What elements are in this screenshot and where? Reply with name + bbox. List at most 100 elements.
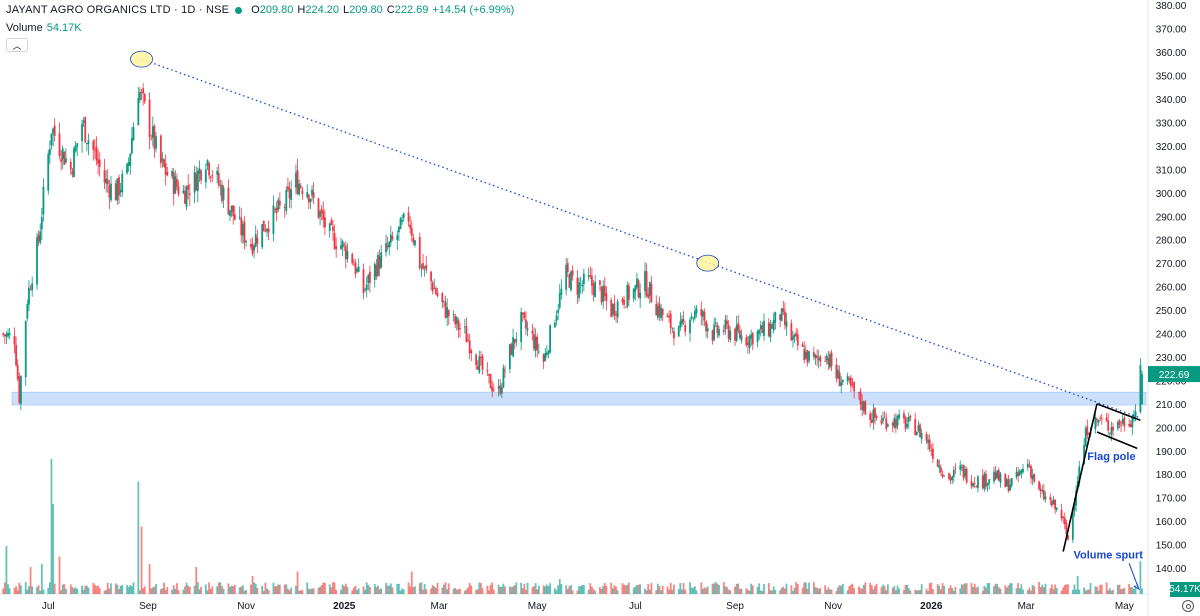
gear-icon[interactable] xyxy=(1182,600,1194,612)
volume-bar xyxy=(513,585,516,594)
volume-bar xyxy=(344,583,347,594)
symbol-title[interactable]: JAYANT AGRO ORGANICS LTD · 1D · NSE xyxy=(6,4,230,16)
candle-body xyxy=(763,320,765,336)
volume-bar xyxy=(3,582,6,594)
candle-body xyxy=(869,413,872,421)
candle-body xyxy=(713,324,716,340)
volume-bar xyxy=(568,586,571,594)
volume-bar xyxy=(829,589,831,594)
candle-body xyxy=(299,185,302,188)
candle-body xyxy=(999,473,1002,483)
volume-bar xyxy=(362,586,365,594)
candle-body xyxy=(253,245,256,251)
candle-body xyxy=(1118,420,1121,425)
volume-bar xyxy=(324,583,326,594)
candle-body xyxy=(1116,422,1119,429)
candle-body xyxy=(74,145,77,152)
volume-bar xyxy=(613,585,616,594)
volume-bar xyxy=(420,582,423,594)
candle-body xyxy=(26,303,29,319)
candle-body xyxy=(1018,470,1021,475)
candle-body xyxy=(817,358,820,361)
candle-body xyxy=(50,133,53,146)
volume-bar xyxy=(1134,585,1137,594)
volume-bar xyxy=(182,589,185,594)
candle-body xyxy=(340,245,342,250)
volume-bar xyxy=(277,584,280,594)
volume-bar xyxy=(1105,582,1108,594)
candle-body xyxy=(714,322,717,324)
volume-bar xyxy=(52,504,54,594)
candle-body xyxy=(380,252,383,268)
volume-bar xyxy=(1129,587,1132,594)
volume-bar xyxy=(61,584,64,594)
x-tick-label: Sep xyxy=(726,601,744,612)
volume-legend[interactable]: Volume 54.17K xyxy=(6,22,82,34)
candle-body xyxy=(988,479,991,484)
candle-body xyxy=(1128,424,1131,427)
volume-bar xyxy=(816,587,818,594)
volume-bar xyxy=(602,585,605,594)
volume-bar xyxy=(1100,584,1103,594)
volume-bar xyxy=(298,590,301,594)
volume-bar xyxy=(895,590,897,594)
candle-body xyxy=(952,470,955,477)
volume-bar xyxy=(1084,590,1087,594)
volume-bar xyxy=(994,583,997,594)
candle-body xyxy=(430,271,432,282)
candle-body xyxy=(39,231,42,244)
candle-body xyxy=(962,464,965,478)
candle-body xyxy=(1063,517,1066,525)
last-price-tag xyxy=(1148,366,1200,383)
candle-body xyxy=(475,354,478,366)
candle-body xyxy=(114,183,117,201)
volume-bar xyxy=(589,583,592,594)
volume-bar xyxy=(295,585,297,594)
candle-body xyxy=(914,419,917,436)
candle-body xyxy=(402,213,405,219)
volume-bar xyxy=(771,590,773,594)
volume-bar xyxy=(639,584,642,594)
candle-body xyxy=(58,133,61,157)
volume-bar xyxy=(904,584,907,594)
volume-bar xyxy=(402,589,405,594)
candle-body xyxy=(362,269,365,294)
candle-body xyxy=(615,313,617,316)
volume-bar xyxy=(997,587,1000,594)
volume-bar xyxy=(401,588,404,594)
candle-body xyxy=(250,243,252,248)
ohlc-open-key: O xyxy=(251,4,260,16)
volume-bar xyxy=(520,582,523,594)
volume-bar xyxy=(1096,586,1098,594)
volume-bar xyxy=(253,582,256,594)
volume-bar xyxy=(1112,589,1114,594)
volume-bar xyxy=(114,583,117,594)
chevron-up-icon[interactable]: ︿ xyxy=(6,38,28,52)
volume-bar xyxy=(930,582,933,594)
candle-body xyxy=(1094,417,1097,430)
candle-body xyxy=(829,354,831,368)
volume-bar xyxy=(790,585,793,594)
candle-body xyxy=(185,186,188,207)
volume-bar xyxy=(581,584,584,594)
candle-body xyxy=(251,243,254,254)
candle-body xyxy=(525,319,527,329)
volume-bar xyxy=(241,585,244,594)
volume-bar xyxy=(841,583,844,594)
volume-bar xyxy=(285,584,288,594)
volume-bar xyxy=(579,585,582,594)
volume-bar xyxy=(1107,590,1110,594)
volume-bar xyxy=(853,588,855,594)
candle-body xyxy=(936,459,939,467)
volume-bar xyxy=(748,590,751,594)
volume-bar xyxy=(547,586,550,594)
candle-body xyxy=(1067,535,1069,540)
candle-body xyxy=(1041,490,1044,491)
candle-body xyxy=(121,173,124,193)
candle-body xyxy=(568,274,571,288)
volume-bar xyxy=(677,589,680,594)
candle-body xyxy=(1141,374,1143,405)
candle-body xyxy=(81,123,83,142)
volume-bar xyxy=(849,584,852,594)
